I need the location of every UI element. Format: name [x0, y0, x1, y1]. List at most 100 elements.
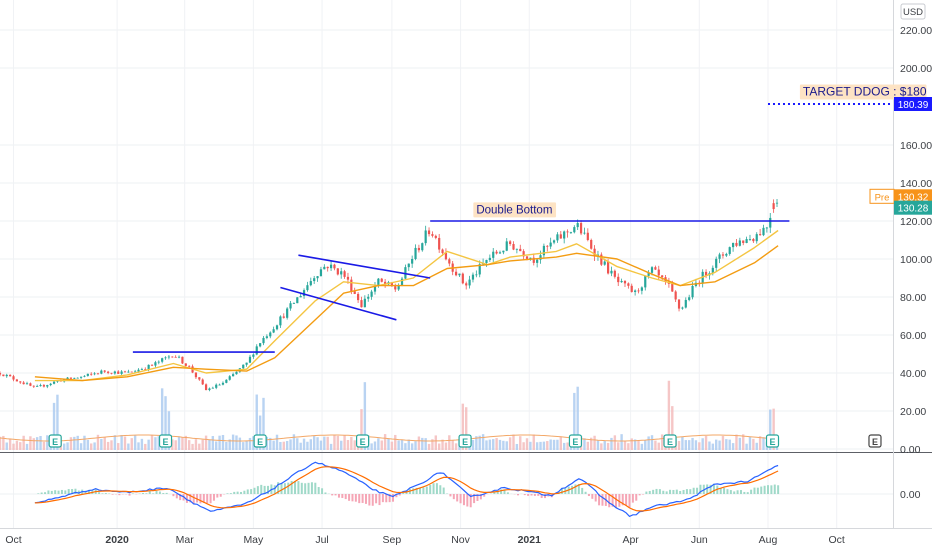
candle-body: [127, 372, 129, 373]
volume-bar: [421, 438, 423, 450]
currency-label: USD: [903, 7, 923, 18]
volume-bar: [445, 443, 447, 450]
volume-bar: [9, 438, 11, 450]
candle-body: [9, 375, 11, 376]
candle-body: [729, 247, 731, 254]
volume-bar: [637, 440, 639, 450]
volume-bar: [607, 443, 609, 450]
pre-market-prefix: Pre: [875, 192, 890, 203]
candle-body: [310, 281, 312, 285]
candle-body: [117, 371, 119, 373]
candle-body: [762, 228, 764, 235]
time-tick-label: May: [243, 534, 264, 546]
candle-body: [225, 380, 227, 383]
macd-histogram-bar: [199, 494, 201, 503]
time-tick-label: Jun: [691, 534, 708, 546]
macd-histogram-bar: [628, 494, 630, 508]
candle-body: [181, 357, 183, 364]
volume-bar: [188, 440, 190, 450]
macd-histogram-bar: [176, 494, 178, 498]
price-badge-label: 130.28: [898, 204, 929, 215]
candle-body: [354, 291, 356, 294]
volume-bar: [299, 443, 301, 450]
candle-body: [300, 296, 302, 297]
volume-bar: [80, 443, 82, 450]
volume-bar: [127, 444, 129, 450]
macd-histogram-bar: [534, 494, 536, 496]
macd-histogram-bar: [429, 485, 431, 494]
volume-bar: [610, 438, 612, 450]
volume-bar: [350, 437, 352, 450]
volume-bar: [678, 441, 680, 450]
candle-body: [651, 267, 653, 273]
candle-body: [12, 376, 14, 379]
time-tick-label: Mar: [176, 534, 195, 546]
volume-bar: [33, 438, 35, 450]
volume-bar: [519, 436, 521, 450]
candle-body: [306, 285, 308, 290]
earnings-label: E: [52, 437, 58, 447]
macd-histogram-bar: [297, 481, 299, 494]
candle-body: [634, 291, 636, 292]
macd-histogram-bar: [706, 484, 708, 494]
volume-bar: [124, 437, 126, 450]
volume-bar: [435, 435, 437, 450]
candle-body: [23, 382, 25, 384]
volume-bar: [208, 440, 210, 450]
price-tick-label: 220.00: [900, 25, 932, 37]
macd-histogram-bar: [608, 494, 610, 507]
macd-histogram-bar: [314, 483, 316, 494]
volume-bar: [712, 444, 714, 450]
candle-body: [371, 292, 373, 297]
volume-bar: [522, 442, 524, 450]
candle-body: [468, 280, 470, 286]
macd-histogram-bar: [693, 488, 695, 494]
candle-body: [637, 291, 639, 292]
candle-body: [445, 253, 447, 259]
candle-body: [26, 383, 28, 384]
candle-body: [580, 223, 582, 233]
candle-body: [563, 231, 565, 238]
candle-body: [110, 373, 112, 374]
time-tick-label: Oct: [829, 534, 845, 546]
time-tick-label: Nov: [451, 534, 470, 546]
volume-bar: [347, 440, 349, 450]
trendline[interactable]: [280, 288, 396, 320]
candle-body: [70, 378, 72, 379]
candle-body: [526, 256, 528, 258]
moving-averages: [35, 231, 778, 381]
volume-bar: [533, 434, 535, 450]
candle-body: [499, 252, 501, 253]
candle-body: [489, 258, 491, 260]
trendlines[interactable]: [133, 104, 893, 352]
candle-body: [158, 362, 160, 363]
volume-bar: [722, 436, 724, 450]
price-tick-label: 40.00: [900, 368, 926, 380]
candle-body: [80, 377, 82, 378]
macd-histogram-bar: [142, 493, 144, 494]
time-tick-label: Apr: [622, 534, 639, 546]
candle-body: [100, 371, 102, 374]
volume-bar: [593, 436, 595, 450]
candle-body: [357, 294, 359, 300]
macd-histogram-bar: [230, 493, 232, 494]
volume-bar: [482, 434, 484, 450]
candle-body: [185, 363, 187, 365]
candle-body: [614, 271, 616, 277]
candle-body: [509, 241, 511, 244]
candle-body: [175, 357, 177, 358]
macd-histogram-bar: [324, 492, 326, 494]
earnings-label: E: [572, 437, 578, 447]
candle-body: [151, 365, 153, 366]
candle-body: [425, 230, 427, 243]
macd-histogram-bar: [149, 491, 151, 494]
macd-histogram-bar: [98, 492, 100, 494]
candle-body: [506, 241, 508, 250]
volume-bar: [725, 439, 727, 450]
candle-body: [583, 233, 585, 234]
price-badge-label: 180.39: [898, 100, 929, 111]
volume-bar: [313, 436, 315, 450]
time-tick-label: Sep: [383, 534, 402, 546]
